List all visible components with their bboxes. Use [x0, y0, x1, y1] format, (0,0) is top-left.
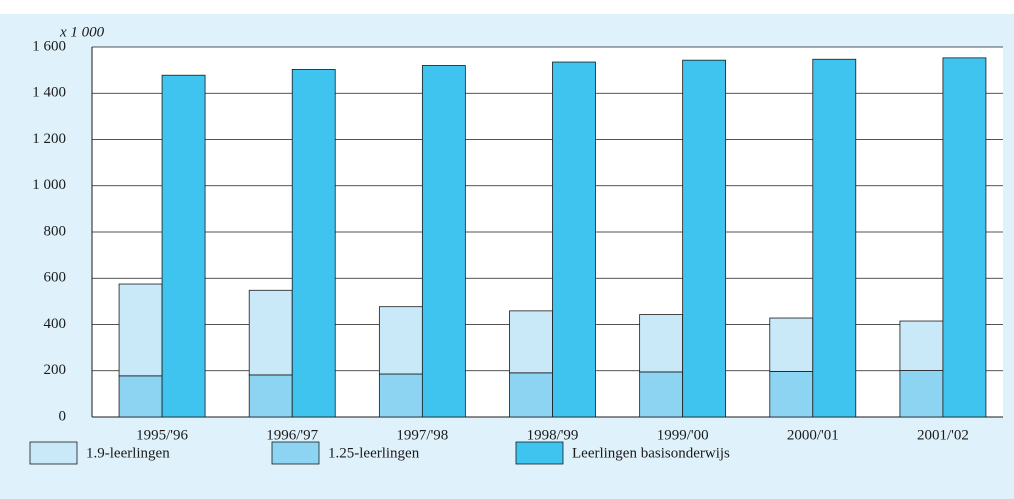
legend-label: Leerlingen basisonderwijs	[572, 445, 730, 461]
bar-segment	[248, 374, 293, 418]
legend-label: 1.9-leerlingen	[86, 445, 170, 461]
y-tick-label: 0	[59, 408, 67, 424]
bar-segment	[378, 306, 423, 375]
y-tick-label: 1 400	[32, 85, 66, 101]
legend-swatch	[515, 441, 564, 465]
bar	[161, 74, 206, 418]
bar-segment	[509, 310, 553, 374]
y-tick-label: 400	[44, 316, 67, 332]
x-tick-label: 2000/'01	[787, 427, 839, 443]
legend-swatch	[29, 441, 78, 465]
y-tick-label: 600	[44, 270, 67, 286]
x-tick-label: 1997/'98	[396, 427, 448, 443]
bar-segment	[509, 372, 553, 418]
x-tick-label: 1998/'99	[527, 427, 579, 443]
y-tick-label: 800	[44, 223, 67, 239]
bar	[552, 61, 596, 418]
bar	[421, 65, 466, 418]
y-tick-label: 1 200	[32, 131, 66, 147]
bar	[812, 58, 857, 418]
bar-segment	[248, 289, 293, 376]
x-tick-label: 2001/'02	[917, 427, 969, 443]
legend-label: 1.25-leerlingen	[328, 445, 420, 461]
x-tick-label: 1995/'96	[136, 427, 188, 443]
bar-segment	[639, 314, 684, 373]
y-tick-label: 1 600	[32, 38, 66, 54]
bar-segment	[769, 371, 814, 418]
bar	[682, 59, 727, 418]
bar-segment	[378, 373, 423, 418]
y-tick-label: 200	[44, 362, 67, 378]
bar-segment	[899, 320, 944, 371]
unit-label: x 1 000	[59, 24, 105, 40]
x-tick-label: 1999/'00	[657, 427, 709, 443]
bar	[291, 69, 336, 418]
bar	[942, 57, 987, 418]
bar-segment	[769, 317, 814, 372]
y-tick-label: 1 000	[32, 177, 66, 193]
legend-swatch	[271, 441, 320, 465]
bar-segment	[118, 375, 163, 418]
bar-segment	[639, 371, 684, 418]
x-tick-label: 1996/'97	[266, 427, 318, 443]
bar-segment	[118, 283, 163, 377]
bar-segment	[899, 370, 944, 418]
